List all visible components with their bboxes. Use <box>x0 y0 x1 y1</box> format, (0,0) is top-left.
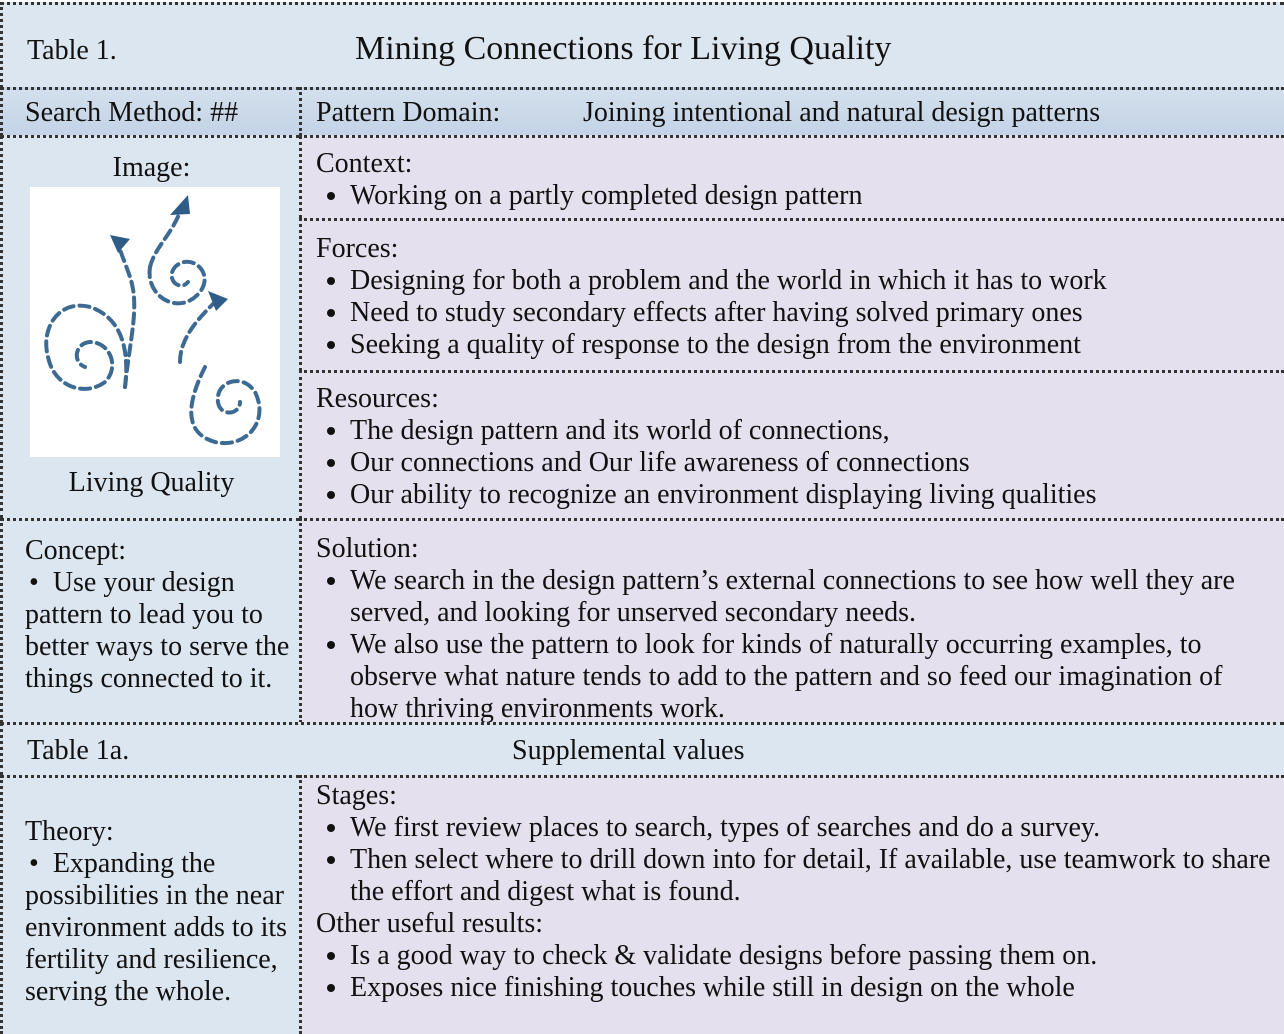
table1a-label: Table 1a. <box>27 735 130 766</box>
concept: Concept:Use your design pattern to lead … <box>25 535 294 695</box>
resources: Resources:The design pattern and its wor… <box>316 383 1276 511</box>
section-heading: Theory: <box>25 816 114 847</box>
image-label: Image: <box>112 152 191 183</box>
table1a-title: Supplemental values <box>512 735 745 766</box>
bullet-item: We also use the pattern to look for kind… <box>350 629 1276 725</box>
bullet-item: Is a good way to check & validate design… <box>350 940 1276 972</box>
solution-cell: Solution:We search in the design pattern… <box>299 518 1284 725</box>
context-cell: Context:Working on a partly completed de… <box>299 135 1284 219</box>
image-background <box>30 187 280 457</box>
search-method: Search Method: ## <box>25 97 239 128</box>
table-label: Table 1. <box>27 35 117 66</box>
bullet-list: We first review places to search, types … <box>316 812 1276 908</box>
stages-cell: Stages:We first review places to search,… <box>299 775 1284 1034</box>
section-heading: Resources: <box>316 383 439 414</box>
image-caption: Living Quality <box>68 467 235 498</box>
section-heading: Context: <box>316 148 413 179</box>
section-heading: Solution: <box>316 533 419 564</box>
bullet-list: Is a good way to check & validate design… <box>316 940 1276 1004</box>
stages: Stages:We first review places to search,… <box>316 780 1276 908</box>
path-to-arrow-1 <box>116 240 137 389</box>
bullet-item: Our ability to recognize an environment … <box>350 479 1276 511</box>
arrowhead <box>110 235 130 253</box>
theory: Theory:Expanding the possibilities in th… <box>25 816 294 1008</box>
path-to-arrow-2 <box>148 210 182 269</box>
section-heading: Concept: <box>25 535 127 566</box>
arrowhead <box>208 291 228 311</box>
context: Context:Working on a partly completed de… <box>316 148 1276 212</box>
bullet-text: Expanding the possibilities in the near … <box>25 848 294 1008</box>
living-quality-image <box>30 187 280 457</box>
forces: Forces:Designing for both a problem and … <box>316 233 1276 361</box>
section-heading: Other useful results: <box>316 908 544 939</box>
resources-cell: Resources:The design pattern and its wor… <box>299 370 1284 519</box>
path-to-arrow-3 <box>178 300 217 364</box>
bullet-text: Use your design pattern to lead you to b… <box>25 567 294 695</box>
spiral-right <box>189 365 262 446</box>
bullet-item: The design pattern and its world of conn… <box>350 415 1276 447</box>
stages-block: Stages:We first review places to search,… <box>316 780 1276 1004</box>
forces-cell: Forces:Designing for both a problem and … <box>299 218 1284 371</box>
bullet-list: We search in the design pattern’s extern… <box>316 565 1276 725</box>
bullet-item: Exposes nice finishing touches while sti… <box>350 972 1276 1004</box>
section-heading: Stages: <box>316 780 397 811</box>
arrowheads <box>110 195 228 311</box>
title-row: Table 1. Mining Connections for Living Q… <box>0 2 1284 88</box>
search-method-cell: Search Method: ## <box>0 87 300 136</box>
spiral-mid <box>147 259 207 306</box>
bullet-list: The design pattern and its world of conn… <box>316 415 1276 511</box>
bullet-item: Designing for both a problem and the wor… <box>350 265 1276 297</box>
bullet-item: Need to study secondary effects after ha… <box>350 297 1276 329</box>
solution: Solution:We search in the design pattern… <box>316 533 1276 725</box>
bullet-list: Working on a partly completed design pat… <box>316 180 1276 212</box>
pattern-domain: Joining intentional and natural design p… <box>583 97 1101 128</box>
bullet-item: Seeking a quality of response to the des… <box>350 329 1276 361</box>
bullet-item: Our connections and Our life awareness o… <box>350 447 1276 479</box>
table1a-header-row: Table 1a. Supplemental values <box>0 722 1284 776</box>
bullet-item: Then select where to drill down into for… <box>350 844 1276 908</box>
spiral-left <box>44 303 129 391</box>
bullet-item: We first review places to search, types … <box>350 812 1276 844</box>
theory-cell: Theory:Expanding the possibilities in th… <box>0 775 300 1034</box>
bullet-item: We search in the design pattern’s extern… <box>350 565 1276 629</box>
other-results: Other useful results:Is a good way to ch… <box>316 908 1276 1004</box>
image-cell: Image: Living Quality <box>0 135 300 519</box>
arrowhead <box>170 195 190 215</box>
pattern-domain-label: Pattern Domain: <box>316 97 501 128</box>
section-heading: Forces: <box>316 233 399 264</box>
table-title: Mining Connections for Living Quality <box>355 30 892 67</box>
spirals <box>44 210 262 446</box>
bullet-list: Designing for both a problem and the wor… <box>316 265 1276 361</box>
pattern-domain-cell: Pattern Domain: Joining intentional and … <box>299 87 1284 136</box>
concept-cell: Concept:Use your design pattern to lead … <box>0 518 300 723</box>
bullet-item: Working on a partly completed design pat… <box>350 180 1276 212</box>
